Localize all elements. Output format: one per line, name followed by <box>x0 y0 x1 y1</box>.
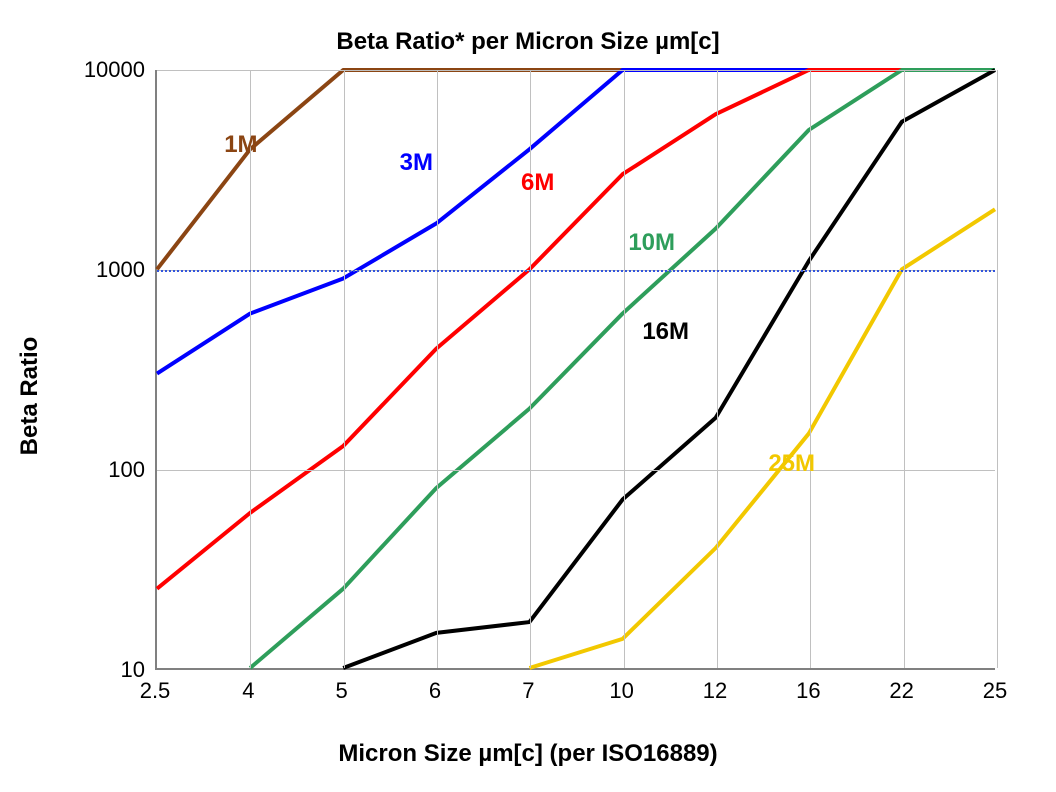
x-tick-label: 6 <box>429 678 441 704</box>
series-label-1M: 1M <box>224 131 257 159</box>
gridline-v <box>997 70 998 668</box>
y-tick-label: 100 <box>0 457 145 483</box>
series-label-3M: 3M <box>400 149 433 177</box>
x-tick-label: 10 <box>609 678 633 704</box>
y-axis-label: Beta Ratio <box>16 337 44 456</box>
gridline-v <box>437 70 438 668</box>
series-line-16M <box>343 70 995 668</box>
x-tick-label: 4 <box>242 678 254 704</box>
chart-lines <box>157 70 995 668</box>
series-label-6M: 6M <box>521 169 554 197</box>
x-axis-label: Micron Size µm[c] (per ISO16889) <box>0 740 1056 768</box>
gridline-h <box>157 70 995 71</box>
series-label-16M: 16M <box>642 318 689 346</box>
x-tick-label: 25 <box>983 678 1007 704</box>
gridline-v <box>530 70 531 668</box>
gridline-v <box>810 70 811 668</box>
gridline-v <box>717 70 718 668</box>
series-label-10M: 10M <box>628 229 675 257</box>
y-tick-label: 10 <box>0 657 145 683</box>
x-axis-label-text: Micron Size µm[c] (per ISO16889) <box>338 740 717 767</box>
chart-title: Beta Ratio* per Micron Size µm[c] <box>0 28 1056 56</box>
x-tick-label: 7 <box>522 678 534 704</box>
series-line-10M <box>250 70 995 668</box>
x-tick-label: 12 <box>703 678 727 704</box>
x-tick-label: 16 <box>796 678 820 704</box>
chart-title-text: Beta Ratio* per Micron Size µm[c] <box>336 28 719 55</box>
series-line-25M <box>529 209 995 668</box>
reference-line-1000 <box>157 270 995 272</box>
y-tick-label: 10000 <box>0 57 145 83</box>
chart-container: Beta Ratio* per Micron Size µm[c] Beta R… <box>0 0 1056 792</box>
gridline-v <box>344 70 345 668</box>
x-tick-label: 22 <box>889 678 913 704</box>
y-tick-label: 1000 <box>0 257 145 283</box>
series-label-25M: 25M <box>768 450 815 478</box>
gridline-v <box>904 70 905 668</box>
plot-area: 1M 3M 6M 10M 16M 25M <box>155 70 995 670</box>
gridline-v <box>250 70 251 668</box>
x-tick-label: 5 <box>336 678 348 704</box>
gridline-h <box>157 470 995 471</box>
gridline-v <box>624 70 625 668</box>
